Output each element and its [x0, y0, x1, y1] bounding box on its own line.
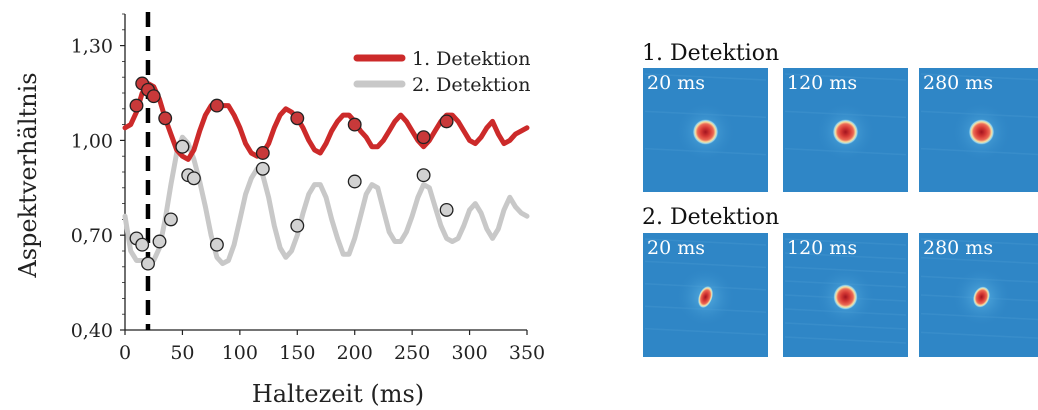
point-2-detektion — [186, 171, 201, 186]
row-label-2: 2. Detektion — [642, 205, 779, 230]
image-panels: 20 ms 120 ms 280 ms 20 ms 120 ms 280 ms — [643, 68, 1038, 357]
point-2-detektion — [439, 202, 454, 217]
panel-time-label: 120 ms — [787, 237, 857, 259]
point-1-detektion — [209, 98, 224, 113]
series-points — [129, 76, 454, 271]
point-1-detektion — [290, 111, 305, 126]
x-tick-label: 350 — [509, 342, 545, 364]
panel-time-label: 280 ms — [923, 72, 993, 94]
point-2-detektion — [209, 237, 224, 252]
noise-stripe — [784, 336, 907, 344]
point-2-detektion — [163, 212, 178, 227]
legend: 1. Detektion 2. Detektion — [353, 48, 530, 96]
noise-stripe — [784, 238, 907, 246]
panel-time-label: 120 ms — [787, 72, 857, 94]
y-tick-label: 1,00 — [71, 130, 113, 152]
y-tick-label: 1,30 — [71, 36, 113, 58]
atom-cloud — [972, 286, 991, 308]
x-tick-label: 250 — [394, 342, 430, 364]
noise-stripe — [920, 73, 1038, 81]
axes: 0,40 0,70 1,00 1,30 0 50 100 150 200 250 300 350 — [71, 13, 545, 364]
point-2-detektion — [141, 256, 155, 271]
atom-cloud — [833, 284, 858, 310]
series-lines — [122, 81, 530, 267]
x-tick-label: 100 — [222, 342, 258, 364]
image-panel: 20 ms — [643, 68, 768, 192]
panel-time-label: 280 ms — [923, 237, 993, 259]
point-1-detektion — [347, 117, 362, 132]
series-line-1-detektion — [122, 81, 530, 162]
point-2-detektion — [416, 168, 431, 183]
panel-time-label: 20 ms — [647, 237, 705, 259]
point-2-detektion — [347, 174, 362, 189]
legend-label-series-2: 2. Detektion — [412, 74, 530, 96]
point-1-detektion — [439, 114, 454, 129]
noise-stripe — [644, 238, 767, 246]
row-label-1: 1. Detektion — [642, 41, 779, 66]
point-1-detektion — [158, 111, 173, 126]
image-panel: 280 ms — [919, 233, 1038, 357]
noise-stripe — [920, 238, 1038, 246]
noise-stripe — [920, 331, 1038, 339]
y-axis-label: Aspektverhältnis — [14, 72, 42, 278]
panel-time-label: 20 ms — [647, 72, 705, 94]
x-tick-label: 200 — [337, 342, 373, 364]
y-tick-label: 0,40 — [71, 320, 113, 342]
image-panel: 280 ms — [919, 68, 1038, 192]
noise-stripe — [644, 260, 767, 269]
atom-cloud — [692, 119, 719, 145]
legend-label-series-1: 1. Detektion — [412, 48, 530, 70]
image-panel: 20 ms — [643, 233, 768, 357]
point-2-detektion — [290, 218, 305, 233]
x-axis-label: Haltezeit (ms) — [252, 380, 424, 408]
atom-cloud — [968, 119, 995, 145]
noise-stripe — [644, 73, 767, 81]
point-1-detektion — [129, 98, 144, 113]
image-panel: 120 ms — [783, 68, 908, 192]
noise-stripe — [784, 73, 907, 81]
x-tick-label: 150 — [279, 342, 315, 364]
point-2-detektion — [255, 161, 270, 176]
point-1-detektion — [146, 89, 161, 104]
x-tick-label: 300 — [451, 342, 487, 364]
point-2-detektion — [152, 234, 167, 249]
noise-stripe — [644, 327, 767, 336]
atom-cloud — [832, 119, 859, 145]
point-1-detektion — [416, 130, 431, 145]
point-2-detektion — [175, 139, 190, 154]
x-tick-label: 50 — [170, 342, 194, 364]
noise-stripe — [784, 252, 907, 260]
point-1-detektion — [255, 146, 270, 160]
noise-stripe — [920, 256, 1038, 265]
atom-cloud — [697, 285, 714, 309]
x-tick-label: 0 — [119, 342, 131, 364]
y-tick-label: 0,70 — [71, 225, 113, 247]
image-panel: 120 ms — [783, 233, 908, 357]
point-2-detektion — [135, 237, 150, 252]
